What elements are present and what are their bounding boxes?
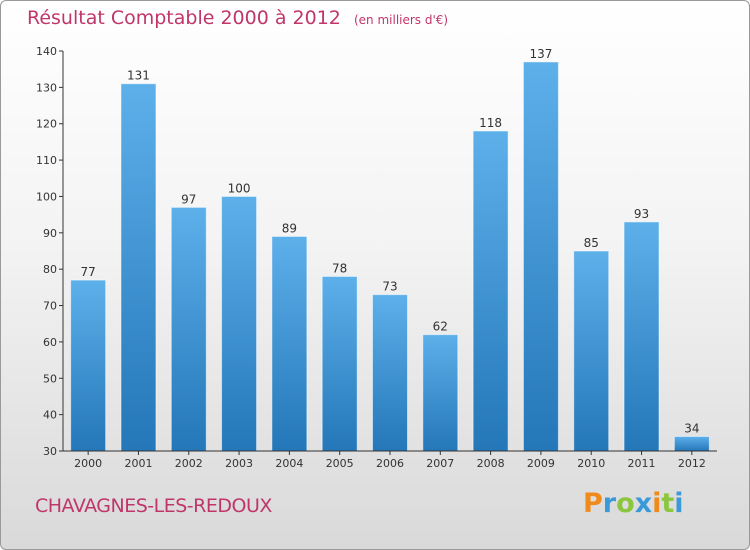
bar bbox=[573, 250, 610, 452]
x-tick-label: 2004 bbox=[275, 457, 303, 470]
logo-letter: x bbox=[634, 488, 653, 519]
x-tick-label: 2002 bbox=[175, 457, 203, 470]
bar bbox=[623, 221, 660, 452]
bar-value-label: 137 bbox=[529, 47, 552, 61]
x-tick-label: 2011 bbox=[628, 457, 656, 470]
x-tick-label: 2012 bbox=[678, 457, 706, 470]
bar-value-label: 118 bbox=[479, 116, 502, 130]
x-tick-label: 2000 bbox=[74, 457, 102, 470]
logo-letter: r bbox=[602, 488, 617, 519]
y-tick-label: 120 bbox=[36, 118, 57, 131]
x-axis-ticks: 2000 2001 2002 2003 2004 2005 2006 2007 2008 2009… bbox=[74, 451, 706, 470]
bar bbox=[372, 294, 408, 452]
x-tick-label: 2010 bbox=[577, 457, 605, 470]
bar bbox=[271, 235, 308, 452]
location-name: CHAVAGNES-LES-REDOUX bbox=[35, 495, 272, 517]
x-tick-label: 2003 bbox=[225, 457, 253, 470]
bar-value-label: 97 bbox=[181, 192, 196, 206]
bar bbox=[472, 130, 509, 452]
y-tick-label: 90 bbox=[43, 227, 57, 240]
bar bbox=[170, 206, 207, 452]
y-tick-label: 80 bbox=[43, 263, 57, 276]
bar bbox=[522, 61, 559, 452]
bar-value-label: 78 bbox=[332, 261, 347, 275]
chart-title: Résultat Comptable 2000 à 2012 bbox=[27, 7, 341, 29]
bar-value-label: 62 bbox=[433, 320, 448, 334]
bar bbox=[70, 279, 107, 452]
y-tick-label: 50 bbox=[43, 372, 57, 385]
y-tick-label: 70 bbox=[43, 300, 57, 313]
y-tick-label: 110 bbox=[36, 154, 57, 167]
bar-value-label: 131 bbox=[127, 69, 150, 83]
bar-value-label: 93 bbox=[634, 207, 649, 221]
y-tick-label: 130 bbox=[36, 81, 57, 94]
bar bbox=[221, 195, 258, 452]
logo-letter: t bbox=[661, 488, 675, 519]
chart-subtitle: (en milliers d'€) bbox=[353, 13, 449, 27]
bar-value-label: 34 bbox=[684, 421, 699, 435]
y-tick-label: 140 bbox=[36, 45, 57, 58]
bar bbox=[422, 334, 459, 452]
y-tick-label: 40 bbox=[43, 409, 57, 422]
bar bbox=[120, 83, 157, 452]
x-tick-label: 2005 bbox=[326, 457, 354, 470]
logo-letter: o bbox=[616, 488, 635, 519]
y-tick-label: 30 bbox=[43, 445, 57, 458]
x-tick-label: 2006 bbox=[376, 457, 404, 470]
y-tick-label: 100 bbox=[36, 190, 57, 203]
y-tick-label: 60 bbox=[43, 336, 57, 349]
x-tick-label: 2007 bbox=[426, 457, 454, 470]
logo-letter: i bbox=[674, 488, 684, 519]
bar bbox=[673, 435, 710, 452]
logo-letter: i bbox=[652, 488, 662, 519]
proxiti-logo: Proxiti bbox=[583, 488, 684, 519]
y-axis-ticks: 30 40 50 60 70 80 90 100 110 120 130 140 bbox=[36, 45, 63, 458]
title-row: Résultat Comptable 2000 à 2012 (en milli… bbox=[27, 7, 448, 29]
bar-value-label: 85 bbox=[584, 236, 599, 250]
x-tick-label: 2001 bbox=[124, 457, 152, 470]
bars bbox=[70, 61, 710, 452]
value-labels: 77 131 97 100 89 78 73 62 118 137 85 93 34 bbox=[81, 47, 700, 436]
bar-value-label: 100 bbox=[228, 181, 251, 195]
bar-value-label: 77 bbox=[81, 265, 96, 279]
bar-value-label: 73 bbox=[382, 280, 397, 294]
bar bbox=[321, 275, 358, 452]
x-tick-label: 2009 bbox=[527, 457, 555, 470]
x-tick-label: 2008 bbox=[477, 457, 505, 470]
logo-letter: P bbox=[583, 488, 603, 519]
bar-value-label: 89 bbox=[282, 221, 297, 235]
